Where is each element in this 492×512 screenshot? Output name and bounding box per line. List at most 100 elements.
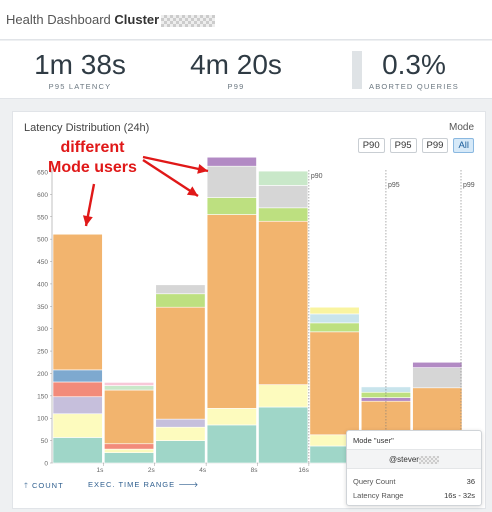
exec-time-range-toggle[interactable]: EXEC. TIME RANGE 🡒 — [88, 480, 199, 489]
y-tick-label: 250 — [37, 349, 48, 356]
y-tick-label: 0 — [44, 461, 48, 468]
bar-segment — [258, 170, 309, 186]
bar-segment — [309, 306, 360, 315]
bar-segment — [104, 385, 155, 391]
count-label: COUNT — [32, 481, 64, 490]
page-header: Health Dashboard Cluster — [0, 0, 492, 40]
bar-segment — [52, 413, 103, 438]
y-tick-label: 50 — [41, 438, 49, 445]
count-axis-toggle[interactable]: 🡑 COUNT — [24, 480, 64, 493]
bar-segment — [155, 284, 206, 295]
bar-segment — [309, 322, 360, 333]
mode-label: Mode — [448, 122, 474, 133]
annotation-arrow-shaft — [142, 155, 209, 173]
filter-all-button[interactable]: All — [453, 138, 474, 153]
title-prefix: Health Dashboard — [6, 12, 111, 27]
tooltip-row-query-count: Query Count 36 — [353, 477, 475, 486]
stats-bar: 1m 38s P95 LATENCY 4m 20s P99 0.3% ABORT… — [0, 41, 492, 99]
bar-segment — [155, 306, 206, 420]
tooltip-user: @stever — [347, 449, 481, 469]
x-tick-label: 16s — [298, 467, 309, 474]
percentile-label: p90 — [311, 173, 323, 180]
x-tick-label: 2s — [148, 467, 156, 474]
bar-segment — [206, 197, 257, 215]
annotation-arrow-head — [197, 164, 208, 174]
bar-segment — [258, 220, 309, 385]
bar-segment — [52, 437, 103, 464]
bar-segment — [309, 313, 360, 324]
bar-segment — [104, 443, 155, 450]
filter-p99-button[interactable]: P99 — [421, 138, 449, 153]
y-tick-label: 150 — [37, 393, 48, 400]
tooltip-row-label: Latency Range — [353, 491, 404, 500]
tooltip-title: Mode "user" — [353, 436, 394, 445]
tooltip-row-latency-range: Latency Range 16s - 32s — [353, 491, 475, 500]
segment-tooltip: Mode "user" @stever Query Count 36 Laten… — [346, 430, 482, 506]
bar-segment — [258, 185, 309, 209]
tooltip-row-value: 36 — [466, 477, 475, 486]
y-tick-label: 600 — [37, 192, 48, 199]
bar-segment — [206, 424, 257, 464]
cluster-label: Cluster — [114, 12, 160, 27]
bar-segment — [155, 293, 206, 308]
stat-value: 1m 38s — [34, 49, 126, 80]
annotation-arrow-head — [82, 215, 93, 226]
bar-segment — [258, 384, 309, 408]
bar-segment — [52, 381, 103, 398]
y-tick-label: 500 — [37, 237, 48, 244]
bar-segment — [206, 156, 257, 167]
bar-segment — [309, 331, 360, 436]
bar-segment — [155, 440, 206, 464]
annotation-arrow-shaft — [142, 158, 199, 198]
x-tick-label: 1s — [97, 467, 105, 474]
x-tick-label: 8s — [251, 467, 259, 474]
stat-label: P99 — [227, 82, 245, 91]
tooltip-row-label: Query Count — [353, 477, 396, 486]
bar-segment — [206, 165, 257, 198]
card-title: Latency Distribution (24h) — [24, 122, 150, 134]
annotation-line-2: Mode users — [48, 159, 137, 176]
bar-segment — [104, 389, 155, 445]
percentile-label: p99 — [463, 182, 475, 189]
bar-segment — [258, 207, 309, 222]
range-label: EXEC. TIME RANGE — [88, 480, 176, 489]
bar-segment — [104, 448, 155, 454]
tooltip-user-handle: @stever — [389, 455, 419, 464]
page-title: Health Dashboard Cluster — [6, 12, 216, 27]
y-tick-label: 100 — [37, 416, 48, 423]
bar-segment — [412, 367, 463, 389]
annotation-arrow-head — [186, 186, 198, 196]
y-tick-label: 400 — [37, 281, 48, 288]
filter-p95-button[interactable]: P95 — [389, 138, 417, 153]
bar-segment — [104, 452, 155, 464]
bar-segment — [155, 418, 206, 428]
stat-label: ABORTED QUERIES — [369, 82, 459, 91]
x-tick-label: 4s — [199, 467, 207, 474]
y-tick-label: 350 — [37, 304, 48, 311]
percentile-filter-group: P90 P95 P99 All — [357, 138, 474, 153]
annotation-line-1: different — [60, 139, 125, 156]
stat-p99-latency: 4m 20s P99 — [186, 49, 286, 91]
stat-p95-latency: 1m 38s P95 LATENCY — [30, 49, 130, 91]
arrow-right-icon: 🡒 — [178, 480, 200, 489]
y-tick-label: 450 — [37, 259, 48, 266]
y-tick-label: 300 — [37, 326, 48, 333]
y-tick-label: 650 — [37, 170, 48, 177]
bar-segment — [52, 233, 103, 371]
filter-p90-button[interactable]: P90 — [357, 138, 385, 153]
bar-segment — [206, 408, 257, 426]
bar-segment — [104, 382, 155, 386]
bar-segment — [258, 406, 309, 464]
bar-segment — [52, 396, 103, 415]
stat-value: 4m 20s — [190, 49, 282, 80]
stat-value: 0.3% — [382, 49, 446, 80]
stat-aborted-queries: 0.3% ABORTED QUERIES — [366, 49, 462, 91]
y-tick-label: 200 — [37, 371, 48, 378]
redacted-cluster-name — [161, 14, 216, 27]
arrow-up-icon: 🡑 — [24, 481, 29, 490]
aborted-indicator-bar — [352, 51, 362, 89]
y-tick-label: 550 — [37, 214, 48, 221]
bar-segment — [52, 369, 103, 383]
bar-segment — [155, 426, 206, 441]
percentile-label: p95 — [388, 182, 400, 189]
